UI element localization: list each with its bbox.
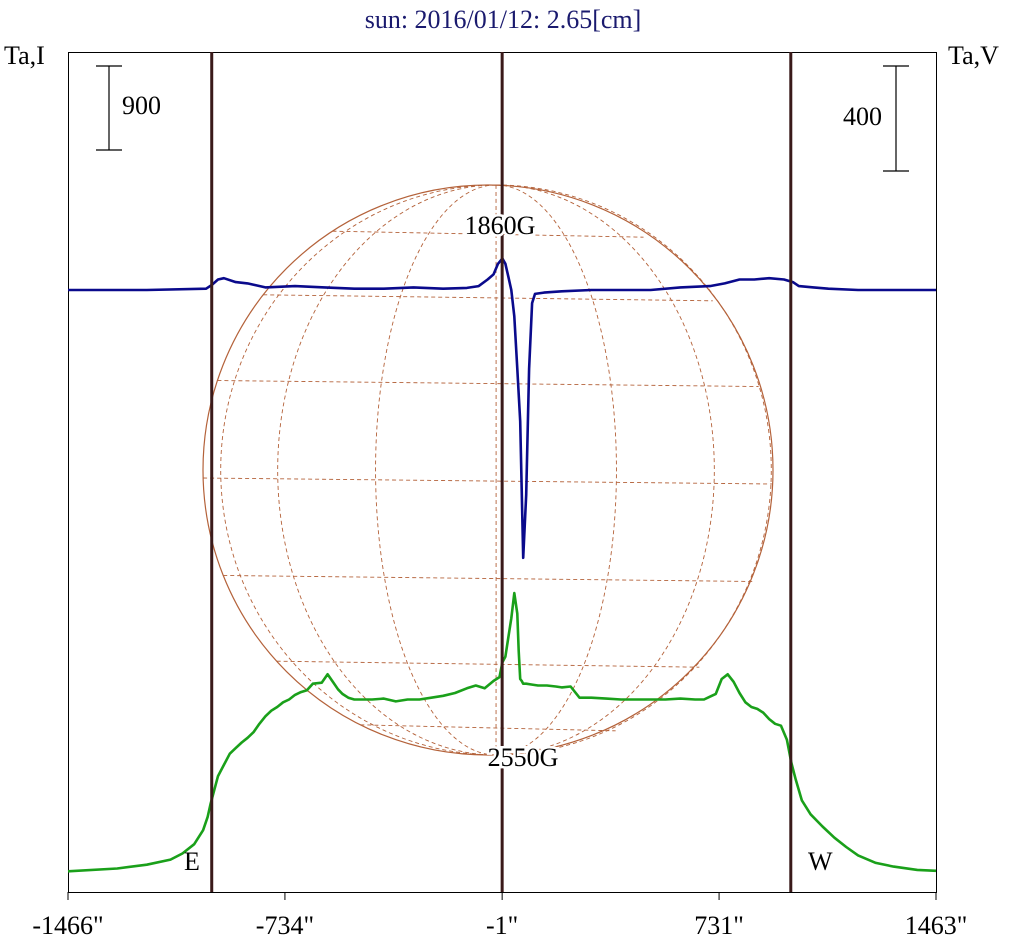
annotation-2550g: 2550G xyxy=(488,743,559,772)
globe-longitude-line xyxy=(220,184,497,756)
globe-disk xyxy=(202,184,774,756)
left-scale-bar-label: 900 xyxy=(122,91,161,120)
east-limb-marker: E xyxy=(184,847,200,876)
left-scale-bar xyxy=(96,65,122,151)
x-tick-label: -1" xyxy=(486,911,518,940)
chart-title: sun: 2016/01/12: 2.65[cm] xyxy=(365,5,642,34)
globe-latitude-line xyxy=(217,380,759,387)
series-stokes-i-line xyxy=(67,591,937,873)
x-tick-label: 1463" xyxy=(905,911,968,940)
globe-longitude-line xyxy=(495,184,617,756)
globe-latitude-line xyxy=(223,575,753,582)
x-tick-label: 731" xyxy=(694,911,744,940)
west-limb-marker: W xyxy=(808,847,833,876)
vertical-marker-lines xyxy=(210,52,793,892)
right-scale-bar-label: 400 xyxy=(843,102,882,131)
right-axis-label: Ta,V xyxy=(948,41,999,70)
left-axis-label: Ta,I xyxy=(4,41,45,70)
right-scale-bar xyxy=(883,65,909,172)
globe-longitude-line xyxy=(495,184,772,756)
globe-longitude-line xyxy=(495,184,715,756)
globe-latitude-line xyxy=(332,230,644,238)
globe-latitude-line xyxy=(360,724,616,732)
solar-globe xyxy=(202,184,774,756)
x-tick-label: -1466" xyxy=(32,911,103,940)
x-axis-ticks: -1466" -734" -1" 731" 1463" xyxy=(32,892,967,940)
globe-latitude-line xyxy=(263,294,713,302)
globe-longitude-line xyxy=(277,184,497,756)
x-tick-label: -734" xyxy=(256,911,314,940)
annotation-1860g: 1860G xyxy=(465,211,536,240)
globe-longitude-line xyxy=(375,184,497,756)
series-stokes-v-line xyxy=(68,257,936,560)
globe-latitude-line xyxy=(203,477,773,485)
globe-latitude-line xyxy=(276,660,700,668)
